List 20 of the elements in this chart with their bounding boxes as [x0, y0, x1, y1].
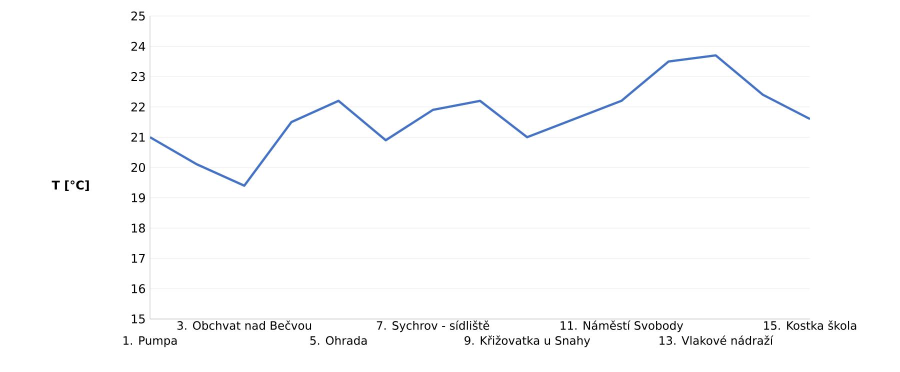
x-tick-label: 15. Kostka škola [764, 320, 856, 330]
y-tick-label: 19 [132, 193, 145, 202]
y-tick-label: 25 [131, 11, 145, 21]
x-tick-label: 5. Ohrada [310, 336, 367, 345]
x-tick-label: 13. Vlakové nádraží [660, 335, 774, 345]
x-tick-label: 7. Sychrov - sídliště [376, 320, 490, 332]
y-tick-label: 18 [132, 224, 145, 233]
y-tick-label: 23 [131, 72, 145, 82]
y-tick-label: 21 [131, 132, 145, 142]
y-tick-label: 24 [131, 42, 146, 51]
y-tick-label: 20 [131, 162, 146, 172]
y-tick-label: 17 [132, 254, 145, 263]
x-tick-label: 3. Obchvat nad Bečvou [177, 320, 312, 330]
y-tick-label: 22 [131, 102, 145, 112]
x-tick-label: 9. Křižovatka u Snahy [464, 335, 590, 348]
x-tick-label: 1. Pumpa [124, 336, 177, 348]
x-tick-label: 11. Náměstí Svobody [560, 320, 684, 332]
y-axis-title: T [°C] [52, 180, 89, 192]
y-tick-label: 15 [132, 314, 145, 324]
y-tick-label: 16 [132, 284, 146, 294]
